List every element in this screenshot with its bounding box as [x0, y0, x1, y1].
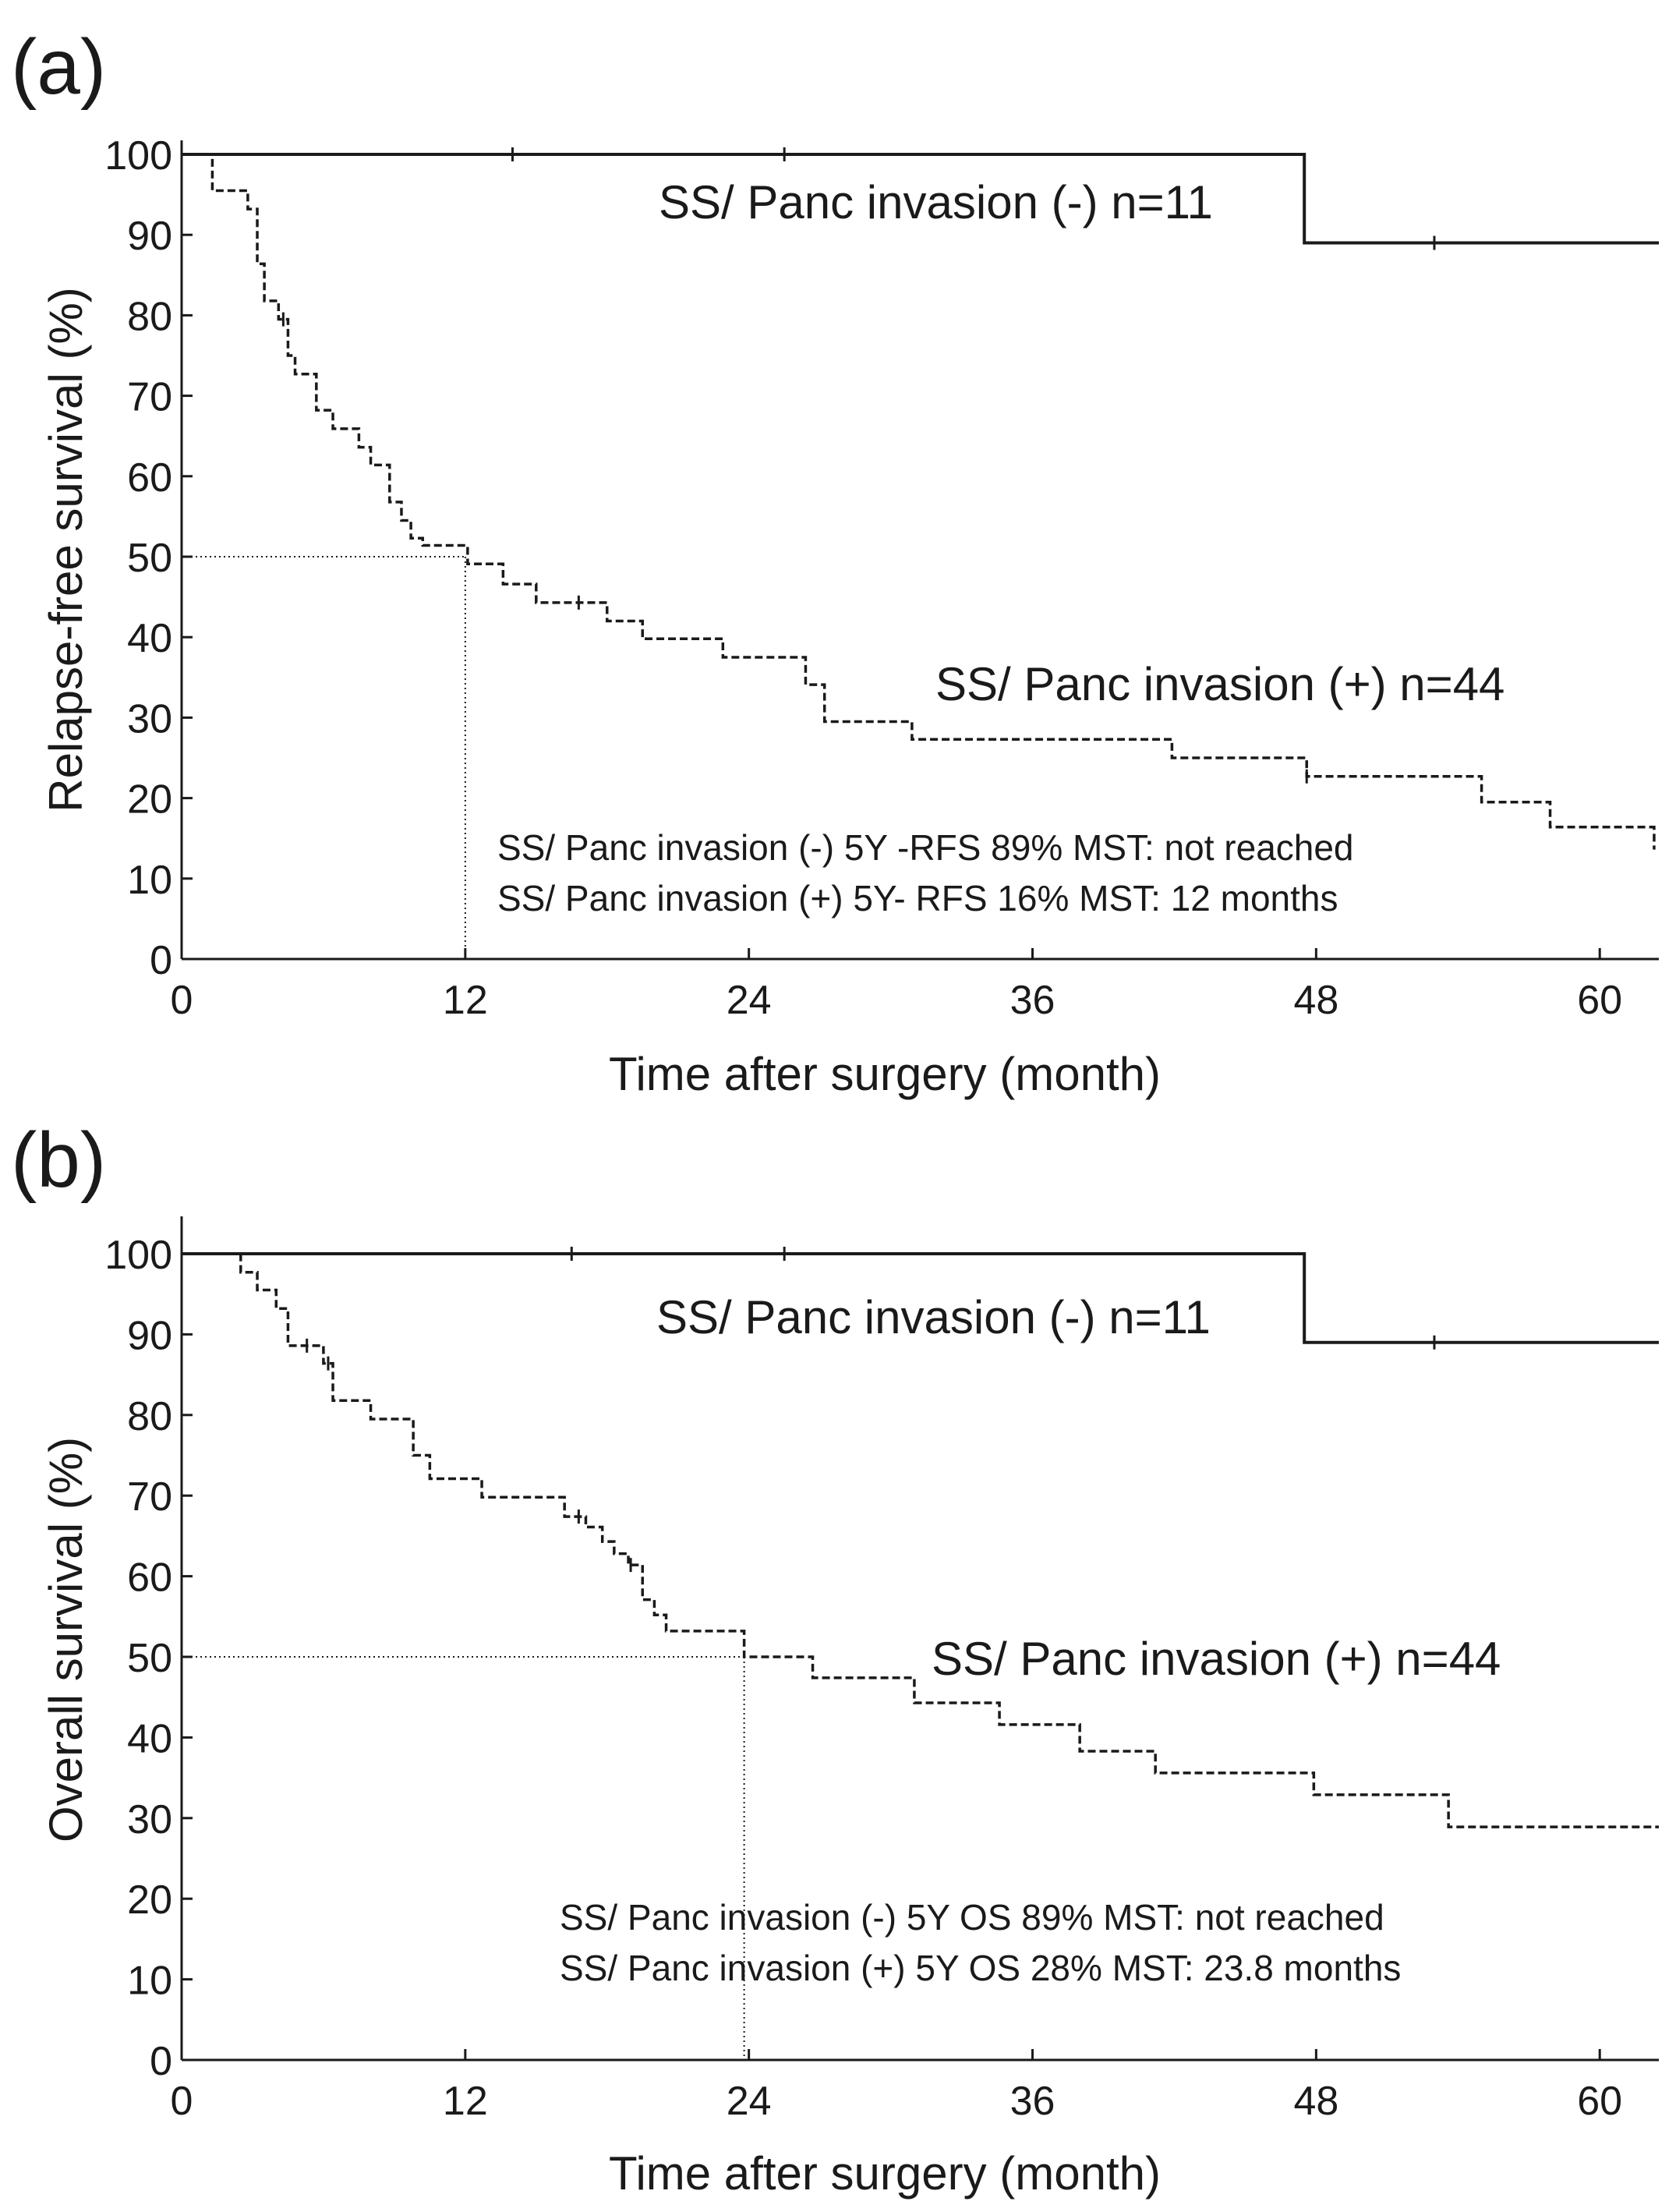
x-axis-label: Time after surgery (month) — [609, 2147, 1161, 2200]
survival-curve-negative — [182, 1252, 1659, 1344]
y-axis-label: Overall survival (%) — [40, 1437, 92, 1842]
y-tick-label: 80 — [127, 294, 172, 339]
x-tick-label: 60 — [1577, 2079, 1622, 2124]
x-tick-label: 36 — [1010, 978, 1055, 1023]
x-tick-label: 24 — [727, 2079, 772, 2124]
y-axis-label: Relapse-free survival (%) — [40, 287, 92, 812]
survival-curve-negative — [182, 153, 1659, 245]
series-label-positive: SS/ Panc invasion (+) n=44 — [932, 1633, 1501, 1685]
panel-label: (a) — [11, 23, 106, 111]
x-tick-group: 0 12 24 36 48 60 — [171, 2049, 1622, 2124]
y-tick-label: 30 — [127, 696, 172, 741]
annotation-negative: SS/ Panc invasion (-) 5Y OS 89% MST: not… — [560, 1897, 1384, 1938]
y-tick-label: 80 — [127, 1394, 172, 1439]
series-label-negative: SS/ Panc invasion (-) n=11 — [659, 176, 1213, 228]
panel-label: (b) — [11, 1117, 106, 1204]
panel-a-relapse-free-survival: (a) 0 10 20 30 40 50 60 70 80 90 100 0 12 24 36 48 60 T… — [11, 23, 1659, 1100]
y-tick-label: 0 — [150, 938, 172, 983]
x-tick-label: 24 — [727, 978, 772, 1023]
x-tick-label: 48 — [1293, 2079, 1338, 2124]
y-tick-label: 0 — [150, 2039, 172, 2084]
y-tick-label: 90 — [127, 214, 172, 259]
y-tick-group: 0 10 20 30 40 50 60 70 80 90 100 — [104, 1233, 193, 2084]
annotation-positive: SS/ Panc invasion (+) 5Y OS 28% MST: 23.… — [560, 1948, 1401, 1988]
survival-curve-group — [182, 1247, 1659, 1828]
median-guide-group — [182, 556, 466, 959]
x-tick-label: 36 — [1010, 2079, 1055, 2124]
y-tick-group: 0 10 20 30 40 50 60 70 80 90 100 — [104, 133, 193, 983]
y-tick-label: 20 — [127, 777, 172, 823]
x-tick-label: 12 — [443, 978, 488, 1023]
y-tick-label: 10 — [127, 1959, 172, 2004]
survival-curve-group — [182, 147, 1659, 850]
annotation-positive: SS/ Panc invasion (+) 5Y- RFS 16% MST: 1… — [497, 878, 1338, 918]
x-tick-label: 12 — [443, 2079, 488, 2124]
series-label-positive: SS/ Panc invasion (+) n=44 — [935, 658, 1505, 710]
survival-curve-positive — [217, 1252, 1659, 1828]
annotation-negative: SS/ Panc invasion (-) 5Y -RFS 89% MST: n… — [497, 827, 1354, 868]
series-label-negative: SS/ Panc invasion (-) n=11 — [656, 1291, 1211, 1343]
y-tick-label: 70 — [127, 1474, 172, 1520]
y-tick-label: 30 — [127, 1797, 172, 1842]
y-tick-label: 40 — [127, 616, 172, 661]
x-tick-label: 0 — [171, 2079, 193, 2124]
x-tick-label: 48 — [1293, 978, 1338, 1023]
survival-curve-positive — [205, 153, 1656, 850]
y-tick-label: 20 — [127, 1878, 172, 1923]
y-tick-label: 50 — [127, 1636, 172, 1681]
y-tick-label: 90 — [127, 1313, 172, 1358]
x-tick-group: 0 12 24 36 48 60 — [171, 948, 1622, 1023]
panel-b-overall-survival: (b) 0 10 20 30 40 50 60 70 80 90 100 0 12 24 36 48 60 T… — [11, 1117, 1659, 2200]
x-tick-label: 0 — [171, 978, 193, 1023]
y-tick-label: 70 — [127, 375, 172, 420]
y-tick-label: 50 — [127, 536, 172, 581]
y-tick-label: 10 — [127, 858, 172, 903]
y-tick-label: 100 — [104, 1233, 172, 1278]
y-tick-label: 100 — [104, 133, 172, 179]
x-axis-label: Time after surgery (month) — [609, 1048, 1161, 1100]
x-tick-label: 60 — [1577, 978, 1622, 1023]
median-guide-group — [182, 1656, 745, 2060]
y-tick-label: 60 — [127, 455, 172, 501]
y-tick-label: 60 — [127, 1555, 172, 1601]
y-tick-label: 40 — [127, 1716, 172, 1761]
